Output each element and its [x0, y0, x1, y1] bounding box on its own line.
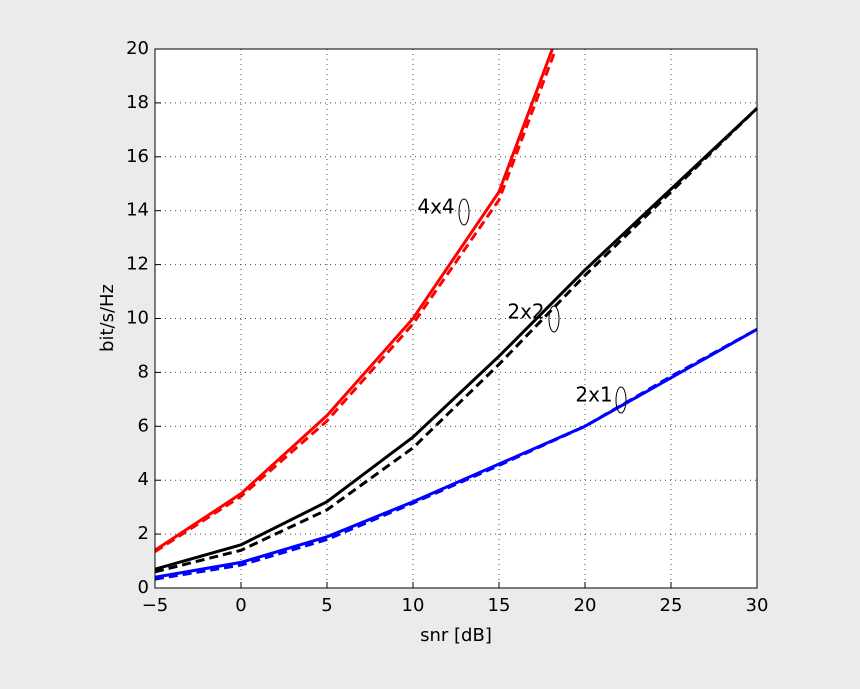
x-axis-label: snr [dB] [420, 625, 492, 646]
x-tick-label: 25 [660, 595, 683, 616]
x-tick-label: −5 [142, 595, 169, 616]
series-line [154, 48, 558, 553]
y-tick-label: 2 [138, 523, 149, 544]
series-line [154, 327, 758, 581]
y-tick-label: 4 [138, 469, 149, 490]
annotation-ellipse [615, 386, 627, 414]
y-axis-label: bit/s/Hz [97, 284, 118, 352]
x-tick-label: 30 [746, 595, 769, 616]
annotation: 2x2 [507, 300, 544, 324]
annotation-ellipse [548, 305, 560, 333]
plot-frame [154, 48, 758, 589]
y-tick-label: 0 [138, 577, 149, 598]
y-tick-label: 6 [138, 415, 149, 436]
y-tick-label: 18 [126, 92, 149, 113]
x-tick-label: 10 [402, 595, 425, 616]
annotation-ellipse [458, 198, 470, 226]
series-line [154, 48, 554, 552]
x-tick-label: 20 [574, 595, 597, 616]
x-tick-label: 0 [235, 595, 246, 616]
y-tick-label: 14 [126, 200, 149, 221]
annotation: 4x4 [417, 195, 454, 219]
series-line [154, 107, 759, 571]
y-tick-label: 8 [138, 361, 149, 382]
y-tick-label: 10 [126, 308, 149, 329]
y-tick-label: 16 [126, 146, 149, 167]
series-line [154, 107, 759, 574]
y-tick-label: 20 [126, 38, 149, 59]
y-tick-label: 12 [126, 254, 149, 275]
x-tick-label: 15 [488, 595, 511, 616]
x-tick-label: 5 [321, 595, 332, 616]
annotation: 2x1 [575, 383, 612, 407]
